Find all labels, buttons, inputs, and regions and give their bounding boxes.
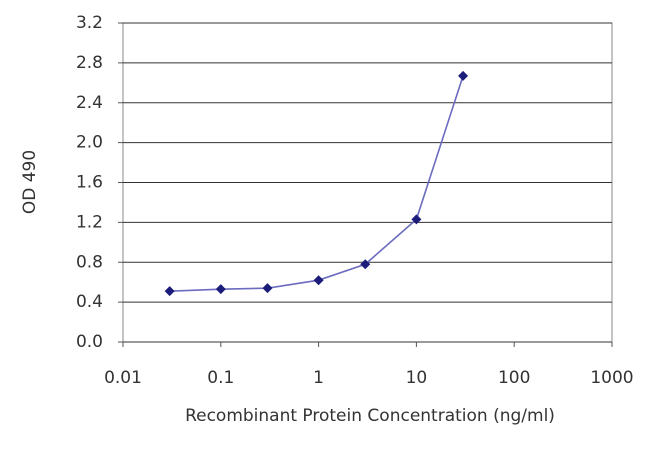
x-tick-label: 1: [313, 368, 324, 388]
x-tick-label: 1000: [590, 368, 633, 388]
data-point: [360, 259, 371, 270]
x-tick-label: 0.01: [104, 368, 142, 388]
x-tick-label: 0.1: [207, 368, 234, 388]
y-tick-label: 1.6: [76, 173, 103, 193]
y-tick-label: 2.4: [76, 93, 103, 113]
data-point: [262, 283, 273, 294]
y-tick-label: 0.8: [76, 252, 103, 272]
x-tick-label: 100: [498, 368, 530, 388]
y-tick-label: 2.8: [76, 53, 103, 73]
y-tick-label: 0.0: [76, 332, 103, 352]
data-point: [313, 275, 324, 286]
x-axis-label: Recombinant Protein Concentration (ng/ml…: [185, 406, 555, 426]
data-point: [215, 284, 226, 295]
y-tick-label: 0.4: [76, 292, 103, 312]
y-axis-label: OD 490: [20, 150, 40, 214]
data-point: [411, 214, 422, 225]
data-point: [458, 70, 469, 81]
data-point: [164, 286, 175, 297]
x-tick-label: 10: [406, 368, 428, 388]
y-tick-label: 1.2: [76, 212, 103, 232]
y-tick-label: 3.2: [76, 13, 103, 33]
y-tick-label: 2.0: [76, 133, 103, 153]
